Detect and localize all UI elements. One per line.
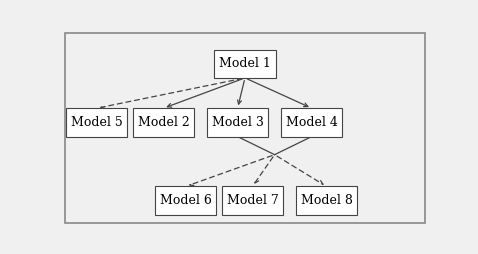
Text: Model 2: Model 2 (138, 116, 189, 129)
Text: Model 1: Model 1 (219, 57, 271, 70)
FancyBboxPatch shape (296, 186, 357, 215)
Text: Model 5: Model 5 (71, 116, 123, 129)
Text: Model 4: Model 4 (286, 116, 337, 129)
FancyBboxPatch shape (207, 108, 268, 137)
FancyBboxPatch shape (133, 108, 194, 137)
FancyBboxPatch shape (155, 186, 216, 215)
Text: Model 6: Model 6 (160, 194, 212, 207)
FancyBboxPatch shape (222, 186, 283, 215)
FancyBboxPatch shape (66, 108, 127, 137)
Text: Model 3: Model 3 (212, 116, 263, 129)
FancyBboxPatch shape (215, 50, 275, 78)
FancyBboxPatch shape (281, 108, 342, 137)
Text: Model 7: Model 7 (227, 194, 278, 207)
Text: Model 8: Model 8 (301, 194, 352, 207)
